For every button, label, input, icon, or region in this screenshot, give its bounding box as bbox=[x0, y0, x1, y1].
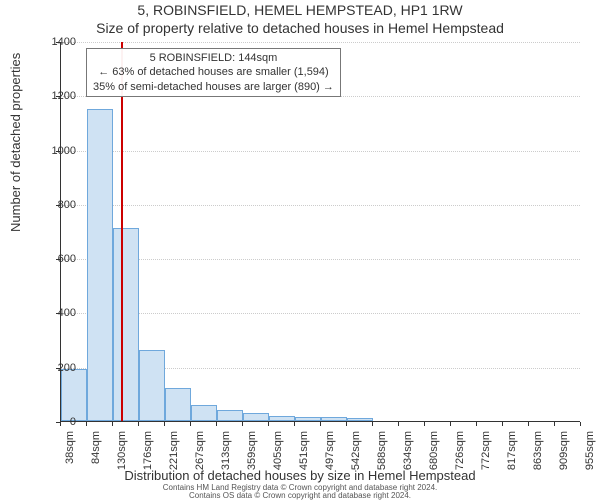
histogram-bar bbox=[87, 109, 113, 421]
x-tick-label: 313sqm bbox=[220, 431, 232, 481]
gridline bbox=[61, 42, 580, 43]
x-tick-mark bbox=[476, 422, 477, 426]
x-tick-label: 267sqm bbox=[194, 431, 206, 481]
histogram-bar bbox=[321, 417, 347, 421]
x-tick-label: 772sqm bbox=[480, 431, 492, 481]
y-tick-label: 800 bbox=[42, 199, 76, 211]
histogram-bar bbox=[113, 228, 139, 421]
x-tick-label: 38sqm bbox=[64, 431, 76, 481]
x-tick-label: 497sqm bbox=[324, 431, 336, 481]
y-tick-label: 1400 bbox=[42, 36, 76, 48]
x-tick-label: 542sqm bbox=[350, 431, 362, 481]
x-tick-label: 130sqm bbox=[116, 431, 128, 481]
annotation-line: 5 ROBINSFIELD: 144sqm bbox=[93, 51, 334, 65]
x-tick-label: 955sqm bbox=[584, 431, 596, 481]
y-tick-label: 1000 bbox=[42, 145, 76, 157]
x-tick-mark bbox=[320, 422, 321, 426]
x-tick-mark bbox=[528, 422, 529, 426]
x-tick-mark bbox=[346, 422, 347, 426]
x-tick-label: 176sqm bbox=[142, 431, 154, 481]
x-tick-mark bbox=[398, 422, 399, 426]
x-tick-mark bbox=[164, 422, 165, 426]
x-tick-label: 451sqm bbox=[298, 431, 310, 481]
x-tick-label: 680sqm bbox=[428, 431, 440, 481]
credits-text: Contains HM Land Registry data © Crown c… bbox=[0, 484, 600, 500]
x-tick-label: 726sqm bbox=[454, 431, 466, 481]
y-tick-label: 0 bbox=[42, 416, 76, 428]
annotation-box: 5 ROBINSFIELD: 144sqm← 63% of detached h… bbox=[86, 48, 341, 97]
x-tick-mark bbox=[580, 422, 581, 426]
histogram-bar bbox=[191, 405, 217, 421]
x-tick-mark bbox=[60, 422, 61, 426]
x-tick-mark bbox=[216, 422, 217, 426]
histogram-bar bbox=[165, 388, 191, 421]
reference-line bbox=[121, 42, 123, 421]
x-tick-label: 817sqm bbox=[506, 431, 518, 481]
plot-area bbox=[60, 42, 580, 422]
histogram-bar bbox=[295, 417, 321, 421]
y-tick-label: 600 bbox=[42, 253, 76, 265]
x-tick-label: 405sqm bbox=[272, 431, 284, 481]
x-tick-mark bbox=[372, 422, 373, 426]
x-tick-mark bbox=[424, 422, 425, 426]
x-tick-mark bbox=[502, 422, 503, 426]
gridline bbox=[61, 151, 580, 152]
x-tick-mark bbox=[138, 422, 139, 426]
x-tick-mark bbox=[86, 422, 87, 426]
histogram-bar bbox=[61, 369, 87, 421]
histogram-bar bbox=[347, 418, 373, 421]
chart-title: 5, ROBINSFIELD, HEMEL HEMPSTEAD, HP1 1RW bbox=[0, 2, 600, 18]
x-tick-mark bbox=[268, 422, 269, 426]
x-tick-mark bbox=[554, 422, 555, 426]
x-tick-label: 909sqm bbox=[558, 431, 570, 481]
gridline bbox=[61, 205, 580, 206]
x-tick-label: 588sqm bbox=[376, 431, 388, 481]
histogram-bar bbox=[139, 350, 165, 421]
annotation-line: 35% of semi-detached houses are larger (… bbox=[93, 80, 334, 94]
y-tick-label: 1200 bbox=[42, 90, 76, 102]
x-tick-mark bbox=[450, 422, 451, 426]
x-tick-mark bbox=[242, 422, 243, 426]
histogram-bar bbox=[243, 413, 269, 421]
x-tick-label: 221sqm bbox=[168, 431, 180, 481]
x-tick-label: 634sqm bbox=[402, 431, 414, 481]
x-tick-mark bbox=[112, 422, 113, 426]
y-tick-label: 200 bbox=[42, 362, 76, 374]
y-tick-label: 400 bbox=[42, 307, 76, 319]
histogram-bar bbox=[217, 410, 243, 421]
x-tick-mark bbox=[294, 422, 295, 426]
histogram-bar bbox=[269, 416, 295, 421]
x-tick-mark bbox=[190, 422, 191, 426]
x-tick-label: 359sqm bbox=[246, 431, 258, 481]
annotation-line: ← 63% of detached houses are smaller (1,… bbox=[93, 65, 334, 79]
x-tick-label: 84sqm bbox=[90, 431, 102, 481]
chart-subtitle: Size of property relative to detached ho… bbox=[0, 20, 600, 36]
x-tick-label: 863sqm bbox=[532, 431, 544, 481]
y-axis-label: Number of detached properties bbox=[8, 53, 23, 232]
chart-root: 5, ROBINSFIELD, HEMEL HEMPSTEAD, HP1 1RW… bbox=[0, 0, 600, 500]
